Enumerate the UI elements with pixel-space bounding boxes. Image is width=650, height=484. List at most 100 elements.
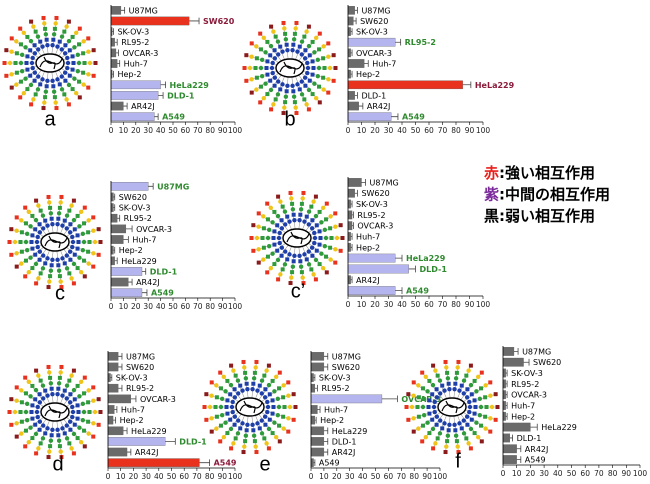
residue	[420, 386, 425, 391]
bar	[347, 16, 354, 26]
residue	[71, 281, 76, 286]
residue	[466, 368, 471, 373]
residue	[475, 374, 481, 379]
residue	[306, 262, 312, 267]
residue	[320, 205, 326, 210]
residue	[14, 70, 19, 75]
residue	[264, 441, 269, 446]
residue	[406, 417, 411, 422]
residue	[420, 423, 425, 428]
molecule-illustration	[202, 359, 298, 455]
residue	[267, 392, 272, 397]
residue	[447, 386, 452, 392]
x-tick-label: 60	[580, 469, 590, 478]
x-tick-label: 30	[141, 472, 151, 481]
residue	[278, 87, 283, 92]
panel-label: a	[44, 108, 56, 130]
residue	[256, 224, 261, 229]
residue	[67, 378, 72, 383]
x-tick-label: 0	[106, 472, 111, 481]
residue	[243, 433, 249, 438]
residue	[56, 381, 62, 386]
residue	[49, 433, 54, 438]
bar	[110, 6, 122, 15]
residue	[493, 417, 498, 422]
residue	[425, 420, 430, 425]
residue	[40, 213, 46, 218]
residue	[483, 426, 488, 431]
residue	[240, 421, 245, 426]
residue	[219, 396, 225, 402]
category-label: SW620	[533, 358, 561, 367]
residue	[324, 201, 329, 206]
residue	[280, 267, 285, 272]
residue	[270, 220, 275, 225]
residue	[331, 53, 336, 58]
residue	[75, 416, 80, 421]
residue	[283, 249, 288, 254]
residue	[479, 386, 484, 391]
residue	[275, 257, 281, 263]
residue	[430, 392, 435, 397]
x-tick-label: 100	[476, 300, 491, 309]
residue	[72, 45, 77, 50]
residue	[232, 395, 238, 400]
residue	[21, 30, 27, 35]
residue	[266, 243, 272, 249]
residue	[309, 204, 314, 209]
residue	[254, 450, 259, 455]
residue	[314, 223, 319, 228]
residue	[76, 410, 81, 414]
residue	[69, 276, 74, 281]
residue	[12, 409, 18, 415]
error-bar	[114, 406, 118, 413]
residue	[219, 412, 225, 418]
residue	[82, 444, 87, 449]
residue	[37, 222, 42, 227]
error-bar	[352, 222, 354, 230]
x-tick-label: 90	[218, 302, 228, 311]
category-label: DLD-1	[167, 91, 195, 100]
category-label: U87MG	[157, 182, 189, 191]
residue	[19, 52, 25, 58]
residue	[82, 221, 87, 226]
category-label: A549	[525, 456, 546, 465]
residue	[302, 75, 308, 80]
residue	[98, 410, 103, 414]
residue	[64, 396, 69, 401]
residue	[338, 223, 343, 228]
residue	[67, 230, 73, 235]
residue	[275, 412, 281, 418]
residue	[28, 394, 33, 399]
residue	[259, 57, 265, 63]
residue	[82, 258, 87, 263]
residue	[56, 438, 62, 443]
residue	[69, 446, 74, 451]
residue	[45, 42, 50, 48]
residue	[243, 370, 248, 375]
residue	[76, 240, 81, 244]
x-tick-label: 10	[119, 302, 129, 311]
residue	[86, 249, 91, 254]
residue	[297, 44, 302, 49]
residue	[75, 403, 80, 408]
residue	[30, 55, 35, 61]
residue	[87, 60, 93, 66]
error-bar	[165, 438, 176, 445]
residue	[14, 228, 19, 233]
residue	[305, 65, 311, 71]
residue	[272, 83, 277, 88]
error-bar	[516, 445, 522, 453]
residue	[48, 274, 53, 279]
residue	[87, 240, 92, 244]
residue	[285, 214, 290, 219]
x-tick-label: 90	[422, 472, 432, 481]
residue	[433, 441, 438, 446]
residue	[459, 383, 464, 388]
residue	[45, 223, 50, 228]
residue	[287, 404, 293, 410]
residue	[47, 370, 52, 375]
residue	[23, 221, 28, 226]
residue	[313, 35, 319, 40]
